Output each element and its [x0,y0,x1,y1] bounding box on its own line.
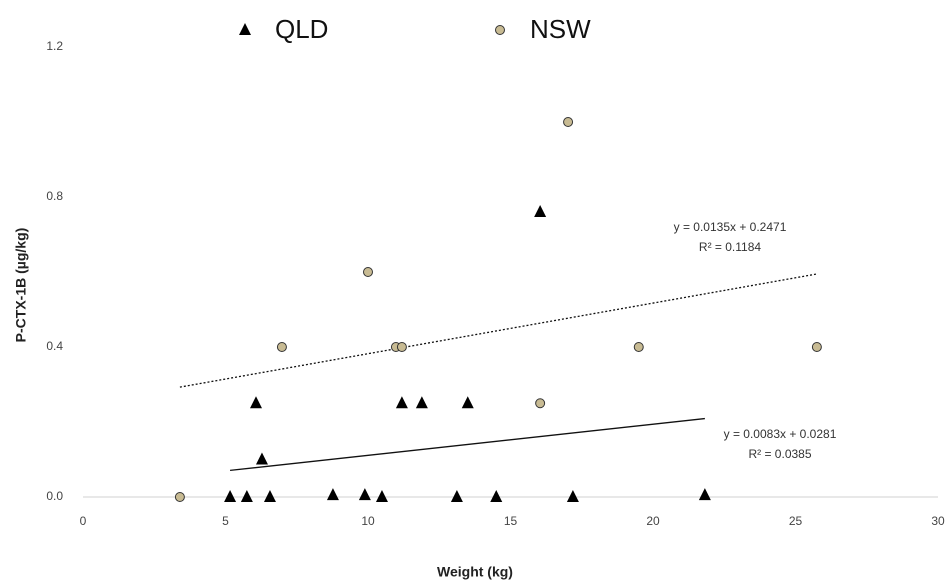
y-tick-label: 1.2 [46,39,63,53]
point [363,267,373,277]
legend-label: QLD [275,14,328,44]
point [395,396,408,409]
y-axis-title: P-CTX-1B (µg/kg) [13,228,29,343]
point [490,490,503,502]
legend-marker [239,23,251,35]
point [698,488,711,501]
x-tick-label: 25 [789,514,803,528]
point [535,398,546,409]
legend-marker [495,25,505,35]
point [811,342,822,352]
trendline-equation: y = 0.0135x + 0.2471 [674,220,787,234]
point [263,490,276,502]
x-tick-label: 10 [361,514,375,528]
point [174,492,185,502]
x-tick-label: 15 [504,514,518,528]
x-tick-label: 30 [931,514,945,528]
point [224,490,237,502]
x-tick-label: 0 [80,514,87,528]
point [534,205,547,217]
point [255,452,268,465]
point [240,490,253,502]
legend-label: NSW [530,14,591,44]
y-tick-label: 0.4 [46,339,63,353]
point [461,396,474,409]
trendline [179,273,817,388]
trendline [229,417,705,472]
point [396,342,407,352]
point [326,488,339,501]
point [276,342,287,352]
trendline-r2: R² = 0.0385 [748,447,811,461]
point [375,490,388,502]
point [249,396,262,409]
y-tick-label: 0.0 [46,489,63,503]
point [358,488,371,501]
trendline-equation: y = 0.0083x + 0.0281 [724,427,837,441]
y-tick-label: 0.8 [46,189,63,203]
x-tick-label: 20 [646,514,660,528]
x-tick-label: 5 [222,514,229,528]
point [415,396,428,409]
point [566,490,579,502]
point [563,117,574,127]
trendline-r2: R² = 0.1184 [699,240,761,254]
point [633,342,644,352]
point [450,490,463,502]
x-axis-title: Weight (kg) [437,564,513,580]
